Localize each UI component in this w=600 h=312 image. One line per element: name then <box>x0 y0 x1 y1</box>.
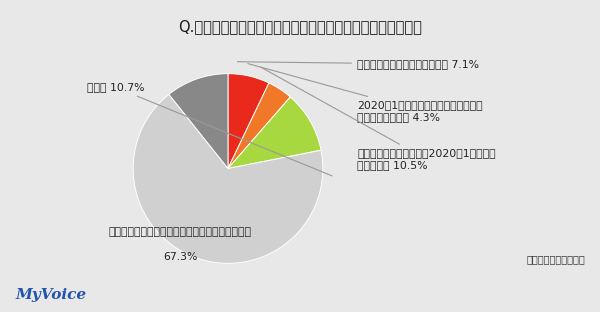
Text: 趣味の習い事をオンラインで受講したことがない: 趣味の習い事をオンラインで受講したことがない <box>109 227 251 237</box>
Wedge shape <box>228 97 321 168</box>
Wedge shape <box>133 94 323 263</box>
Wedge shape <box>169 74 228 168</box>
Wedge shape <box>228 74 269 168</box>
Text: MyVoice: MyVoice <box>15 288 86 302</box>
Text: 以前したことはあるが、2020年1月以降は
していない 10.5%: 以前したことはあるが、2020年1月以降は していない 10.5% <box>261 67 496 170</box>
Text: 無回答 10.7%: 無回答 10.7% <box>87 82 332 176</box>
Text: 2020年1月以降にしたことがあるが、
現在はしていない 4.3%: 2020年1月以降にしたことがあるが、 現在はしていない 4.3% <box>248 64 482 122</box>
Text: Q.趣味の習い事をオンラインで受講したことはありますか？: Q.趣味の習い事をオンラインで受講したことはありますか？ <box>178 19 422 34</box>
Text: 現在オンラインで受講している 7.1%: 現在オンラインで受講している 7.1% <box>238 59 479 69</box>
Wedge shape <box>228 83 290 168</box>
Text: 67.3%: 67.3% <box>163 252 197 262</box>
Text: ：趣味の習い事経験者: ：趣味の習い事経験者 <box>526 254 585 264</box>
